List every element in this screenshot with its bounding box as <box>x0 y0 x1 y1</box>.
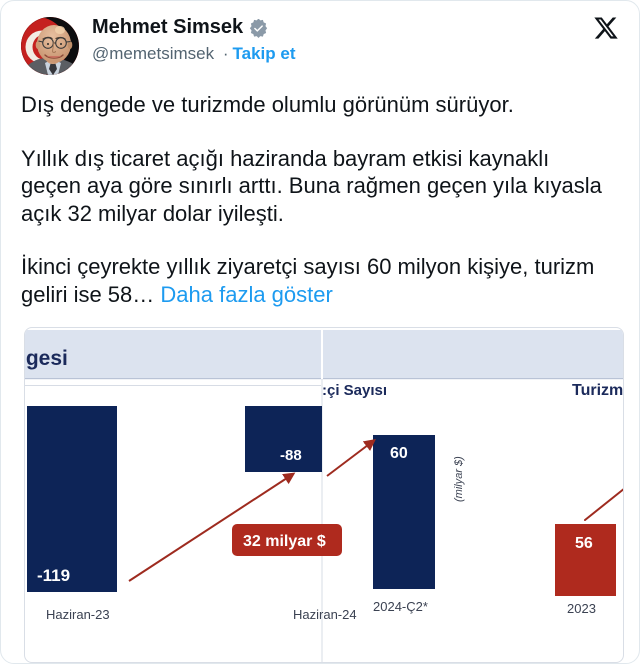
svg-text:Haziran-23: Haziran-23 <box>46 607 110 622</box>
svg-text:Haziran-24: Haziran-24 <box>293 607 357 622</box>
svg-text:-119: -119 <box>37 566 70 585</box>
svg-text:2023: 2023 <box>567 601 596 616</box>
svg-text:2024-Ç2*: 2024-Ç2* <box>373 599 428 614</box>
svg-text:Bölgesi: Bölgesi <box>25 347 68 370</box>
svg-text:32 milyar $: 32 milyar $ <box>243 533 326 550</box>
svg-text:(milyar $): (milyar $) <box>453 456 465 502</box>
svg-text:56: 56 <box>575 535 593 552</box>
svg-text:60: 60 <box>390 445 408 462</box>
svg-text::çi Sayısı: :çi Sayısı <box>322 382 387 399</box>
svg-text:-88: -88 <box>280 447 302 464</box>
svg-text:Turizm: Turizm <box>572 382 623 399</box>
